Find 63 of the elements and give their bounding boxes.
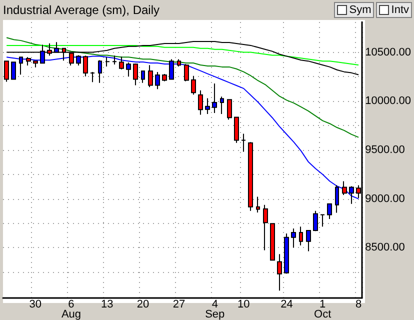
y-tick-label: 9500.00 [365, 144, 405, 156]
candlestick [306, 230, 311, 252]
candlestick [320, 214, 325, 228]
candlestick [119, 56, 124, 70]
candlestick [90, 72, 95, 83]
candlestick [33, 60, 38, 68]
x-tick-label: 20 [136, 298, 150, 310]
x-tick-label: 30 [29, 298, 42, 310]
candlestick [191, 75, 196, 96]
candlestick [227, 98, 232, 120]
candlestick [69, 52, 74, 66]
y-tick-label: 10000.00 [365, 95, 412, 108]
candlestick [284, 233, 289, 274]
x-tick-label: 1 Oct [314, 298, 332, 320]
candlestick [342, 180, 347, 196]
candlestick [169, 58, 174, 80]
candlestick [133, 63, 138, 86]
x-tick-label: 6 Aug [61, 298, 82, 320]
candlestick [299, 226, 303, 246]
y-tick-label: 9000.00 [365, 192, 405, 205]
candlestick [26, 56, 31, 66]
x-tick-label: 8 [355, 298, 362, 310]
candlestick [291, 228, 296, 248]
x-tick-label: 10 [237, 298, 250, 310]
candlestick [220, 96, 224, 115]
candlestick [155, 72, 160, 90]
candlestick [313, 210, 318, 232]
candlestick [212, 83, 217, 114]
candlestick [126, 62, 131, 77]
candlestick [148, 64, 153, 88]
candlestick [248, 142, 253, 212]
candlestick [177, 58, 181, 67]
y-tick-label: 10500.00 [365, 46, 412, 58]
x-tick-label: 27 [172, 298, 186, 310]
candlestick [4, 60, 9, 82]
candlestick [270, 222, 275, 261]
text: Sym [349, 4, 372, 16]
candlestick [112, 55, 117, 65]
candlestick [141, 70, 145, 84]
candlestick [105, 56, 110, 67]
candlestick [83, 55, 88, 77]
line-series [6, 41, 360, 76]
candlestick [62, 47, 66, 62]
line-series [6, 44, 360, 66]
candlestick [234, 116, 239, 144]
candlestick [162, 73, 167, 82]
candlestick [327, 203, 332, 220]
candlestick [11, 61, 16, 80]
candlestick [98, 60, 102, 84]
candlestick [184, 64, 189, 82]
candlestick [241, 133, 246, 152]
candlestick [256, 196, 260, 214]
y-tick-label: 8500.00 [365, 242, 405, 254]
line-series [6, 37, 360, 138]
candlestick [263, 204, 268, 251]
candlestick [277, 254, 282, 292]
candlestick [205, 98, 210, 115]
x-tick-label: 4 Sep [205, 298, 225, 320]
text: Intv [391, 4, 409, 16]
x-tick-label: 13 [101, 298, 114, 310]
candlestick [198, 90, 203, 116]
chart-title: Industrial Average (sm), Daily [3, 2, 160, 19]
x-tick-label: 24 [280, 298, 293, 310]
